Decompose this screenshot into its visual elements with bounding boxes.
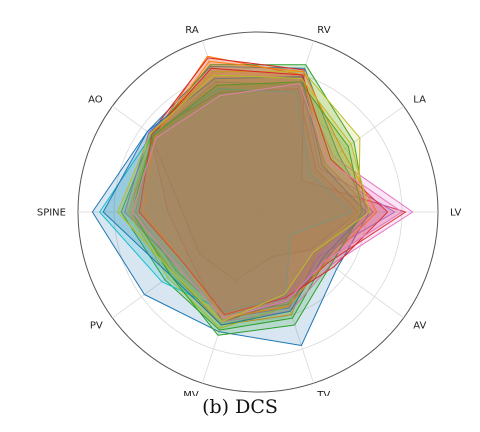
axis-label-tv: TV	[316, 390, 330, 396]
grid-spoke	[201, 211, 259, 384]
radar-axis-labels: LV AV TV MV PV SPINE AO RA RV LA	[37, 25, 462, 396]
radar-series	[91, 55, 414, 346]
grid-spoke	[257, 40, 315, 213]
radar-chart: LV AV TV MV PV SPINE AO RA RV LA	[0, 0, 480, 396]
chart-background	[0, 0, 480, 396]
axis-label-rv: RV	[317, 25, 330, 36]
series-polygon	[102, 76, 367, 326]
series-polygon	[138, 67, 389, 316]
axis-label-ra: RA	[185, 25, 199, 36]
series-polygon	[131, 83, 403, 319]
series-polygon	[99, 88, 353, 312]
figure-caption: (b) DCS	[202, 396, 278, 418]
series-polygon	[120, 64, 367, 331]
grid-spoke	[201, 40, 259, 213]
axis-label-ao: AO	[88, 95, 103, 106]
series-polygon	[149, 88, 360, 281]
axis-label-mv: MV	[183, 390, 199, 396]
series-polygon	[135, 81, 374, 316]
axis-label-pv: PV	[90, 320, 103, 331]
series-polygon	[117, 74, 371, 323]
axis-label-spine: SPINE	[37, 208, 66, 219]
grid-spoke	[112, 105, 259, 213]
axis-label-la: LA	[413, 95, 426, 106]
axis-label-lv: LV	[450, 208, 461, 219]
axis-label-av: AV	[413, 320, 426, 331]
